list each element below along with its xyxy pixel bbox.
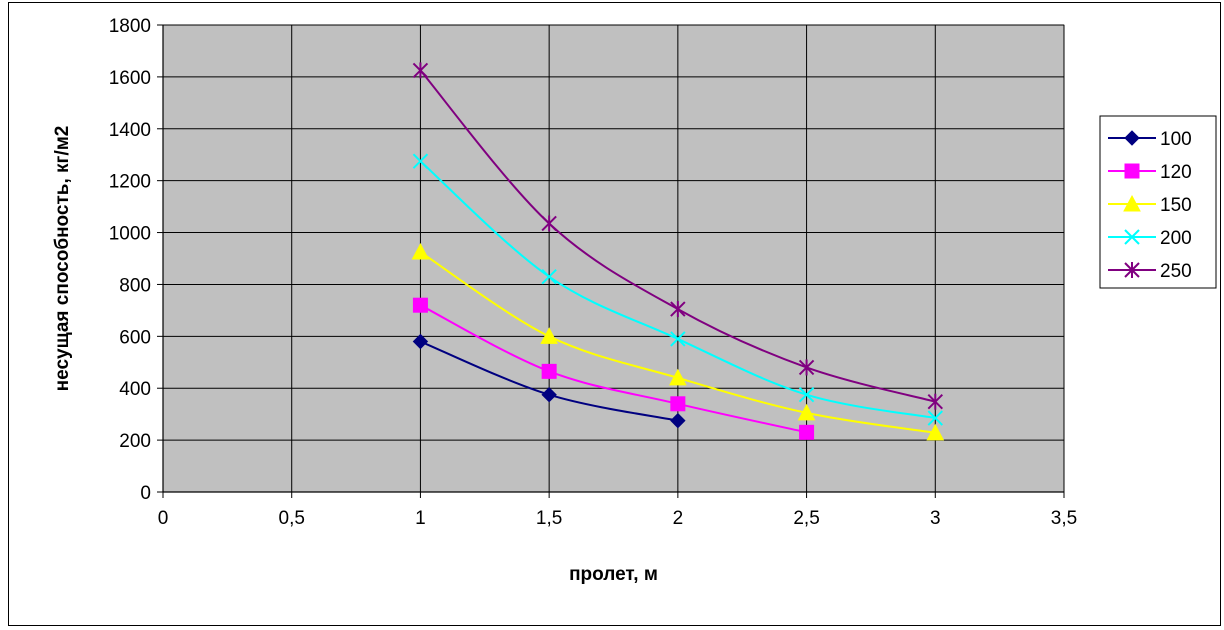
y-axis-title: несущая способность, кг/м2: [52, 126, 73, 392]
y-tick-label: 400: [119, 379, 151, 400]
legend-marker: [1124, 229, 1140, 245]
data-point-150: [411, 242, 430, 260]
series-120: [412, 297, 815, 440]
legend-marker: [1124, 130, 1140, 146]
y-tick-label: 0: [140, 483, 151, 504]
legend-label: 120: [1160, 162, 1192, 183]
data-point-100: [412, 333, 429, 350]
y-tick-label: 1000: [109, 224, 151, 245]
legend-marker: [1123, 194, 1141, 212]
data-point-150: [540, 327, 558, 344]
legend-label: 150: [1160, 195, 1192, 216]
data-point-200: [541, 268, 557, 285]
x-axis-title: пролет, м: [569, 564, 658, 585]
legend-box: [1099, 115, 1217, 289]
data-point-200: [412, 153, 429, 169]
legend-label: 200: [1160, 228, 1192, 249]
legend-item-150: 150: [1108, 194, 1192, 216]
y-tick-label: 1400: [109, 120, 151, 141]
y-tick-label: 800: [119, 275, 151, 296]
legend-item-250: 250: [1108, 261, 1192, 282]
x-tick-label: 3,5: [1051, 508, 1077, 529]
data-point-250: [927, 393, 943, 410]
y-tick-label: 1200: [109, 172, 151, 193]
data-point-100: [541, 387, 557, 403]
legend-item-120: 120: [1108, 162, 1192, 183]
series-line-200: [419, 160, 936, 420]
series-250: [412, 62, 943, 410]
y-tick-label: 1600: [109, 68, 151, 89]
data-point-150: [926, 423, 945, 441]
legend-item-200: 200: [1108, 228, 1192, 249]
series-100: [412, 333, 686, 429]
legend-label: 250: [1160, 261, 1192, 282]
data-point-250: [541, 215, 557, 232]
x-tick-label: 0,5: [279, 508, 305, 529]
data-point-120: [412, 297, 428, 313]
y-tick-label: 600: [119, 327, 151, 348]
series-200: [412, 153, 943, 426]
y-tick-label: 1800: [109, 16, 151, 37]
tick-labels: 0 200 400 600 800 1000 1200 1400 1600 1800 0 0,5 1 1,…: [109, 16, 1077, 529]
x-tick-label: 3: [930, 508, 941, 529]
data-point-250: [670, 301, 686, 318]
x-tick-label: 2,5: [793, 508, 819, 529]
series-line-250: [419, 69, 936, 403]
legend-marker: [1124, 262, 1140, 278]
y-tick-label: 200: [119, 431, 151, 452]
data-point-150: [797, 403, 816, 421]
data-point-250: [412, 62, 429, 79]
x-tick-label: 1: [415, 508, 426, 529]
data-point-250: [798, 359, 815, 376]
series-line-120: [419, 304, 807, 434]
data-point-200: [798, 387, 815, 403]
data-point-120: [799, 424, 815, 440]
data-point-100: [670, 412, 686, 429]
series-group: [411, 62, 945, 441]
axes: [157, 24, 1065, 498]
legend: 100 120 150 200 250: [1099, 115, 1217, 289]
x-tick-label: 1,5: [536, 508, 562, 529]
data-point-200: [670, 331, 686, 347]
x-tick-label: 0: [158, 508, 169, 529]
data-point-150: [669, 368, 687, 386]
series-150: [411, 242, 945, 441]
data-point-120: [670, 396, 686, 412]
plot-area: [162, 24, 1065, 493]
data-point-200: [927, 410, 943, 426]
legend-marker: [1124, 163, 1140, 179]
x-tick-label: 2: [673, 508, 684, 529]
data-point-120: [541, 363, 557, 379]
gridlines: [163, 24, 1065, 492]
legend-item-100: 100: [1108, 129, 1192, 150]
legend-label: 100: [1160, 129, 1192, 150]
